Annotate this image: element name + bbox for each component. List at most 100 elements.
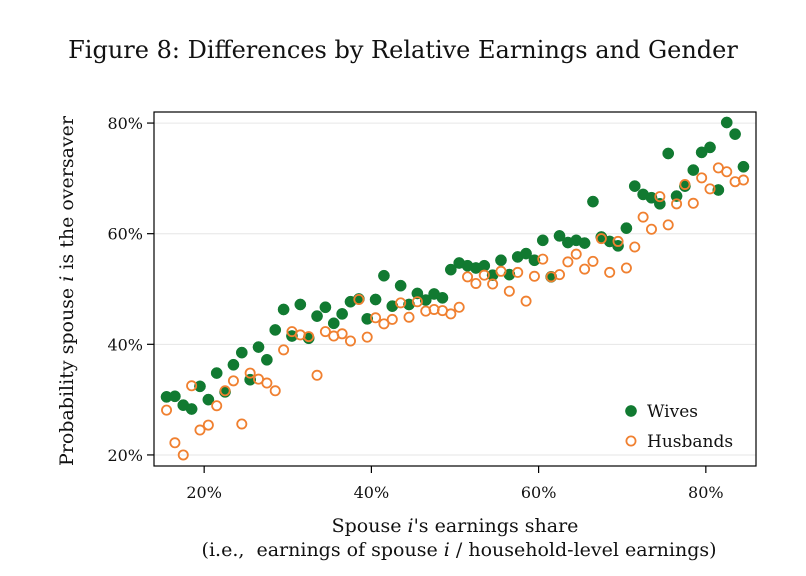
husbands-point [512, 266, 524, 278]
husbands-point [361, 331, 373, 343]
husbands-point [202, 419, 214, 431]
husbands-point [478, 269, 490, 281]
husbands-point [211, 400, 223, 412]
husbands-point [487, 278, 499, 290]
x-tick-label: 60% [521, 483, 557, 502]
husbands-point [395, 297, 407, 309]
husbands-point [244, 367, 256, 379]
husbands-point [227, 375, 239, 387]
husbands-point [737, 174, 749, 186]
wives-point [252, 341, 265, 353]
husbands-point [453, 301, 465, 313]
x-axis-ticks: 20% 40% 60% 80% [186, 466, 724, 502]
wives-point [553, 230, 566, 242]
husbands-point [169, 437, 181, 449]
wives-point [444, 263, 457, 276]
wives-point [436, 292, 449, 304]
husbands-point [579, 263, 591, 275]
husbands-point [303, 331, 315, 343]
husbands-point [562, 256, 574, 268]
husbands-point [236, 418, 248, 430]
husbands-point [587, 255, 599, 267]
husbands-point [403, 311, 415, 323]
husbands-point [353, 294, 365, 306]
husbands-point [570, 248, 582, 260]
wives-point [194, 380, 206, 393]
husbands-point [370, 312, 382, 324]
x-tick-label: 80% [688, 483, 724, 502]
wives-point [294, 298, 307, 311]
y-tick-label: 20% [107, 446, 143, 465]
wives-point [645, 191, 658, 204]
y-tick-label: 80% [107, 114, 143, 133]
husbands-point [269, 385, 281, 397]
wives-point [210, 367, 223, 379]
legend-label-husbands: Husbands [647, 432, 733, 452]
wives-point [704, 141, 716, 154]
husbands-point [378, 318, 390, 330]
y-tick-label: 60% [107, 225, 143, 244]
husbands-point [620, 262, 632, 274]
wives-point [369, 293, 382, 306]
husbands-point [687, 197, 699, 209]
legend: Wives Husbands [625, 402, 733, 452]
husbands-point [319, 326, 331, 338]
husbands-point [411, 296, 423, 308]
wives-point [662, 147, 675, 160]
wives-point [536, 234, 549, 247]
x-axis-label-line1-part-1: Spouse [332, 515, 408, 537]
husbands-point [629, 241, 641, 253]
wives-point [587, 195, 599, 208]
husbands-point [696, 172, 708, 184]
wives-point [336, 308, 348, 320]
wives-point [403, 298, 415, 311]
wives-point [378, 269, 390, 282]
y-axis-label-variable: i [56, 276, 78, 282]
husbands-point [671, 198, 683, 210]
wives-point [227, 358, 240, 371]
x-axis-label-line2: (i.e., earnings of spouse i / household-… [171, 539, 734, 561]
husbands-point [637, 211, 649, 223]
x-tick-label: 20% [186, 483, 222, 502]
wives-point [169, 390, 181, 403]
husbands-point [704, 183, 716, 195]
wives-point [411, 287, 424, 300]
wives-point [528, 254, 541, 267]
husbands-point [604, 266, 616, 278]
wives-point [737, 160, 750, 173]
x-axis-label-line1-part-3: 's earnings share [414, 515, 579, 537]
husbands-point [654, 191, 666, 203]
husbands-point [721, 166, 733, 178]
wives-point [277, 303, 290, 316]
wives-point [261, 353, 273, 366]
y-tick-label: 40% [107, 335, 143, 354]
husbands-point [495, 265, 507, 277]
x-axis-label-line2-part-1: (i.e., earnings of spouse [202, 539, 444, 561]
wives-point [394, 279, 407, 292]
y-axis-label-part-3: is the oversaver [56, 115, 78, 276]
husbands-point [336, 328, 348, 340]
husbands-point [278, 344, 290, 356]
series-wives [160, 116, 750, 415]
series-husbands [161, 162, 749, 461]
wives-point [495, 254, 507, 267]
wives-point [319, 301, 332, 314]
husbands-point [386, 313, 398, 325]
wives-point [628, 180, 641, 192]
husbands-point [520, 295, 532, 307]
x-axis-label-line1: Spouse i's earnings share [332, 515, 579, 537]
husbands-point [554, 269, 566, 281]
husbands-point [662, 219, 674, 231]
y-axis-ticks: 20% 40% 60% 80% [107, 114, 154, 465]
wives-point [578, 237, 591, 249]
y-axis-label: Probability spouse i is the oversaver [56, 115, 78, 466]
husbands-point [645, 223, 657, 235]
wives-point [269, 324, 282, 336]
husbands-point [311, 369, 323, 381]
figure-title: Figure 8: Differences by Relative Earnin… [68, 36, 738, 64]
husbands-point [219, 385, 231, 397]
wives-point [202, 393, 215, 406]
x-axis-label-line2-part-3: / household-level earnings) [450, 539, 717, 561]
husbands-point [445, 308, 457, 320]
